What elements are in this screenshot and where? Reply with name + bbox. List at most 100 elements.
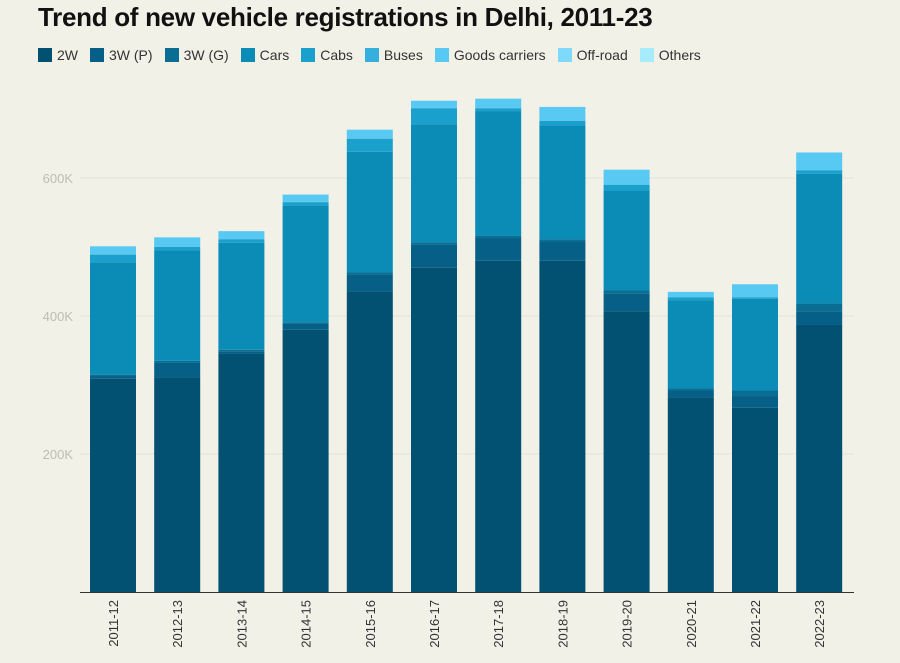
legend-item-2w: 2W: [38, 47, 78, 63]
bar-2011-12-3w-g-: [90, 374, 136, 377]
bar-2015-16-goods-carriers: [346, 129, 393, 139]
bar-2022-23-2w: [796, 324, 843, 592]
bar-2015-16-cabs: [346, 138, 393, 152]
legend-label: Cabs: [320, 47, 353, 63]
x-tick-label: 2020-21: [684, 600, 699, 648]
bar-2022-23-goods-carriers: [796, 152, 843, 171]
legend: 2W 3W (P) 3W (G) Cars Cabs Buses Goods carrier…: [38, 47, 713, 63]
bar-2020-21-3w-g-: [667, 388, 714, 391]
x-tick-label: 2016-17: [427, 600, 442, 648]
bar-2018-19-2w: [539, 260, 586, 592]
bar-2014-15-cabs: [282, 202, 329, 206]
legend-swatch: [557, 48, 572, 62]
bar-2017-18-3w-g-: [475, 235, 522, 239]
bar-2017-18-cars: [475, 111, 522, 236]
bar-2012-13-3w-p-: [154, 362, 201, 378]
legend-swatch: [639, 48, 654, 62]
x-tick-label: 2015-16: [363, 600, 378, 648]
bar-2019-20-3w-p-: [603, 293, 650, 312]
bar-2021-22-goods-carriers: [732, 284, 778, 298]
bar-2011-12-2w: [90, 378, 136, 592]
bar-2017-18-2w: [475, 260, 522, 592]
bar-2012-13-cars: [154, 250, 201, 361]
bar-2014-15-2w: [282, 329, 329, 592]
bar-2021-22-3w-g-: [732, 390, 778, 397]
legend-item-buses: Buses: [364, 47, 423, 63]
x-tick-label: 2014-15: [299, 600, 314, 648]
legend-swatch: [90, 48, 104, 62]
bar-2019-20-cars: [603, 190, 650, 291]
bar-2018-19-goods-carriers: [539, 106, 586, 121]
x-tick-label: 2022-23: [812, 600, 827, 648]
legend-label: Off-road: [576, 47, 628, 63]
gridlines: [80, 177, 854, 455]
bar-2012-13-goods-carriers: [154, 237, 201, 247]
x-tick-label: 2018-19: [555, 600, 570, 648]
bar-2016-17-goods-carriers: [411, 100, 457, 108]
legend-item-others: Others: [639, 47, 701, 63]
bar-2019-20-3w-g-: [603, 290, 650, 294]
legend-label: 3W (G): [183, 47, 229, 63]
bar-2022-23-cars: [796, 173, 843, 304]
bar-2013-14-cars: [218, 242, 265, 350]
legend-item-3w-g-: 3W (G): [164, 47, 229, 63]
bar-2021-22-3w-p-: [732, 396, 778, 408]
x-tick-label: 2012-13: [170, 600, 185, 648]
bar-2014-15-3w-g-: [282, 322, 329, 324]
bar-2021-22-2w: [732, 407, 778, 592]
x-tick-label: 2013-14: [234, 600, 249, 648]
legend-item-goods-carriers: Goods carriers: [434, 47, 546, 63]
bar-2016-17-3w-g-: [411, 242, 457, 245]
x-tick-label: 2017-18: [491, 600, 506, 648]
x-tick-label: 2019-20: [620, 600, 635, 648]
bar-2018-19-cars: [539, 125, 586, 240]
bar-2011-12-goods-carriers: [90, 246, 136, 255]
bar-2018-19-cabs: [539, 120, 586, 126]
chart-title: Trend of new vehicle registrations in De…: [38, 2, 653, 32]
bar-2015-16-2w: [346, 291, 393, 592]
bar-2014-15-goods-carriers: [282, 194, 329, 202]
bar-2019-20-2w: [603, 311, 650, 592]
bar-2013-14-3w-p-: [218, 351, 265, 354]
y-axis-ticks: 200K 400K 600K: [43, 171, 74, 462]
bar-2022-23-3w-p-: [796, 311, 843, 325]
bar-2020-21-cabs: [667, 297, 714, 301]
bars: [90, 98, 843, 592]
bar-2019-20-goods-carriers: [603, 169, 650, 185]
bar-2012-13-2w: [154, 377, 201, 592]
bar-2017-18-3w-p-: [475, 238, 522, 261]
bar-2012-13-cabs: [154, 247, 201, 251]
bar-2020-21-2w: [667, 397, 714, 592]
y-tick-label: 400K: [43, 309, 74, 324]
bar-2016-17-3w-p-: [411, 244, 457, 268]
x-tick-label: 2021-22: [748, 600, 763, 648]
legend-swatch: [301, 48, 316, 62]
bar-2012-13-3w-g-: [154, 360, 201, 363]
bar-2011-12-cars: [90, 262, 136, 375]
legend-label: Goods carriers: [453, 47, 546, 63]
legend-swatch: [240, 48, 255, 62]
legend-item-off-road: Off-road: [557, 47, 628, 63]
legend-label: 2W: [57, 47, 78, 63]
bar-2013-14-cabs: [218, 239, 265, 243]
legend-item-cabs: Cabs: [301, 47, 353, 63]
y-tick-label: 200K: [43, 447, 74, 462]
bar-2013-14-2w: [218, 353, 265, 592]
legend-label: Others: [658, 47, 701, 63]
bar-2021-22-cars: [732, 298, 778, 391]
x-axis-labels: 2011-12 2012-13 2013-14 2014-15 2015-16 2016-…: [106, 600, 827, 648]
legend-swatch: [434, 48, 449, 62]
legend-label: Cars: [259, 47, 290, 63]
bar-2022-23-cabs: [796, 170, 843, 174]
bar-2015-16-3w-g-: [346, 272, 393, 275]
bar-2011-12-cabs: [90, 254, 136, 263]
bar-2013-14-3w-g-: [218, 349, 265, 352]
bar-2014-15-3w-p-: [282, 323, 329, 330]
bar-2017-18-cabs: [475, 108, 522, 112]
legend-label: Buses: [383, 47, 423, 63]
legend-swatch: [364, 48, 379, 62]
legend-item-cars: Cars: [240, 47, 290, 63]
bar-2016-17-cars: [411, 124, 457, 243]
bar-2020-21-3w-p-: [667, 390, 714, 398]
legend-item-3w-p-: 3W (P): [90, 47, 153, 63]
